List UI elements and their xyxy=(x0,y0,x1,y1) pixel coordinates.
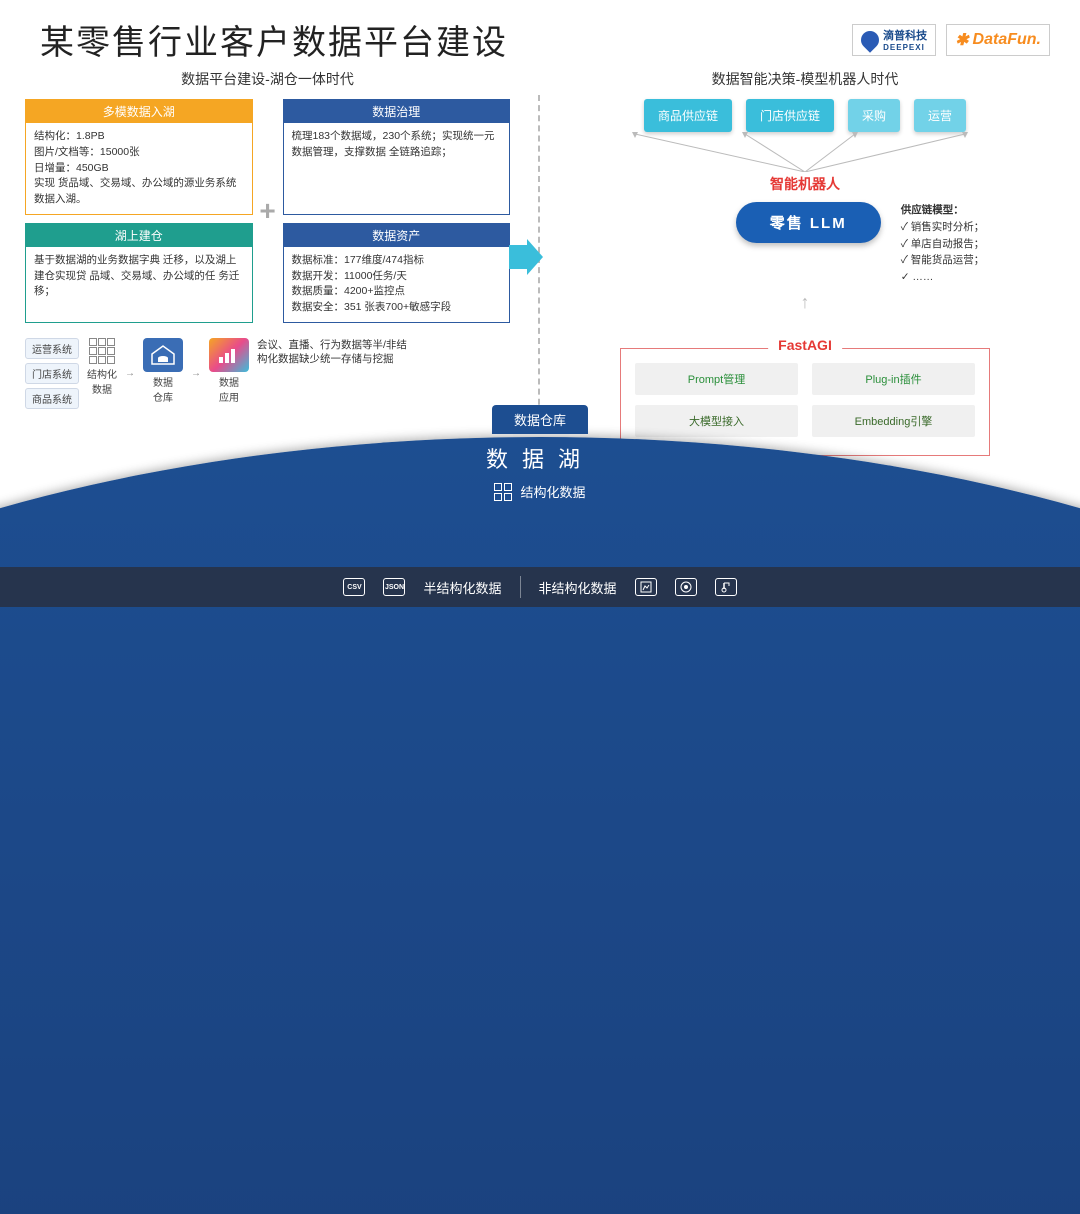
fastagi-box: FastAGI Prompt管理 Plug-in插件 大模型接入 Embeddi… xyxy=(620,348,990,456)
lake-row-struct: 结构化数据 xyxy=(0,482,1080,501)
droplet-icon xyxy=(857,27,882,52)
robot-label: 智能机器人 xyxy=(555,174,1055,194)
box-grid: 多模数据入湖 结构化：1.8PB 图片/文档等：15000张 日增量：450GB… xyxy=(25,99,510,323)
side-list-head: 供应链模型： xyxy=(901,202,985,219)
pill-item: 采购 xyxy=(848,99,900,132)
chart-icon xyxy=(209,338,249,372)
page-title: 某零售行业客户数据平台建设 xyxy=(40,15,852,64)
struct-data-col: 结构化 数据 xyxy=(87,338,117,396)
divider xyxy=(520,576,521,598)
system-item: 商品系统 xyxy=(25,388,79,409)
box-lake-warehouse: 湖上建仓 基于数据湖的业务数据字典 迁移，以及湖上建仓实现贷 品域、交易域、办公… xyxy=(25,223,253,323)
label: 数据 仓库 xyxy=(153,374,173,404)
lake-row-label: 结构化数据 xyxy=(520,482,585,501)
datafun-logo: ✱DataFun. xyxy=(946,24,1050,56)
fastagi-item: Prompt管理 xyxy=(635,363,798,395)
left-section-title: 数据平台建设-湖仓一体时代 xyxy=(25,69,510,89)
box-head: 数据治理 xyxy=(284,100,510,123)
dw-col: 数据 仓库 xyxy=(143,338,183,404)
box-body: 数据标准：177维度/474指标 数据开发：11000任务/天 数据质量：420… xyxy=(284,247,510,322)
left-panel: 数据平台建设-湖仓一体时代 多模数据入湖 结构化：1.8PB 图片/文档等：15… xyxy=(25,69,510,456)
csv-icon: CSV xyxy=(343,578,365,596)
box-head: 湖上建仓 xyxy=(26,224,252,247)
datafun-text: DataFun. xyxy=(973,31,1041,49)
side-list: 供应链模型： ✓ 销售实时分析； ✓ 单店自动报告； ✓ 智能货品运营； ✓ …… xyxy=(901,202,985,286)
side-list-item: ✓ …… xyxy=(901,269,985,286)
fastagi-label: FastAGI xyxy=(768,337,842,353)
pill-item: 门店供应链 xyxy=(746,99,834,132)
right-panel: 数据智能决策-模型机器人时代 商品供应链 门店供应链 采购 运营 智能机器人 零… xyxy=(555,69,1055,456)
box-body: 梳理183个数据域，230个系统；实现统一元数据管理，支撑数据 全链路追踪； xyxy=(284,123,510,193)
warehouse-icon xyxy=(143,338,183,372)
fastagi-item: 大模型接入 xyxy=(635,405,798,437)
image-icon xyxy=(675,578,697,596)
bottom-strip: CSV JSON 半结构化数据 非结构化数据 xyxy=(0,567,1080,607)
fan-lines xyxy=(555,132,1055,172)
arrow-right-icon xyxy=(505,239,545,275)
lake-arc xyxy=(0,437,1080,1214)
icon-note: 会议、直播、行为数据等半/非结构化数据缺少统一存储与挖掘 xyxy=(257,338,407,367)
icon-row: 运营系统 门店系统 商品系统 结构化 数据 → 数据 xyxy=(25,338,510,409)
side-list-item: ✓ 智能货品运营； xyxy=(901,252,985,269)
fastagi-item: Embedding引擎 xyxy=(812,405,975,437)
plus-icon: + xyxy=(259,195,275,227)
box-multi-modal: 多模数据入湖 结构化：1.8PB 图片/文档等：15000张 日增量：450GB… xyxy=(25,99,253,215)
llm-row: 零售 LLM 供应链模型： ✓ 销售实时分析； ✓ 单店自动报告； ✓ 智能货品… xyxy=(555,202,1055,286)
system-item: 运营系统 xyxy=(25,338,79,359)
deepexi-cn: 滴普科技 xyxy=(883,27,927,43)
side-list-item: ✓ 销售实时分析； xyxy=(901,219,985,236)
label: 结构化 数据 xyxy=(87,366,117,396)
system-stack: 运营系统 门店系统 商品系统 xyxy=(25,338,79,409)
logo-row: 滴普科技 DEEPEXI ✱DataFun. xyxy=(852,24,1050,56)
grid-icon xyxy=(89,338,115,364)
system-item: 门店系统 xyxy=(25,363,79,384)
box-assets: 数据资产 数据标准：177维度/474指标 数据开发：11000任务/天 数据质… xyxy=(283,223,511,323)
json-icon: JSON xyxy=(383,578,405,596)
table-icon xyxy=(494,483,512,501)
audio-icon xyxy=(715,578,737,596)
pill-item: 商品供应链 xyxy=(644,99,732,132)
deepexi-en: DEEPEXI xyxy=(883,43,927,52)
right-section-title: 数据智能决策-模型机器人时代 xyxy=(555,69,1055,89)
box-body: 结构化：1.8PB 图片/文档等：15000张 日增量：450GB 实现 货品域… xyxy=(26,123,252,214)
semi-label: 半结构化数据 xyxy=(423,578,501,597)
deepexi-logo: 滴普科技 DEEPEXI xyxy=(852,24,936,56)
side-list-item: ✓ 单店自动报告； xyxy=(901,236,985,253)
llm-oval: 零售 LLM xyxy=(736,202,881,243)
up-arrow-icon: ↑ xyxy=(555,292,1055,313)
box-body: 基于数据湖的业务数据字典 迁移，以及湖上建仓实现贷 品域、交易域、办公域的任 务… xyxy=(26,247,252,317)
unstruct-label: 非结构化数据 xyxy=(539,578,617,597)
label: 数据 应用 xyxy=(219,374,239,404)
app-col: 数据 应用 xyxy=(209,338,249,404)
pill-row: 商品供应链 门店供应链 采购 运营 xyxy=(555,99,1055,132)
box-governance: 数据治理 梳理183个数据域，230个系统；实现统一元数据管理，支撑数据 全链路… xyxy=(283,99,511,215)
doc-icon xyxy=(635,578,657,596)
fastagi-item: Plug-in插件 xyxy=(812,363,975,395)
header: 某零售行业客户数据平台建设 滴普科技 DEEPEXI ✱DataFun. xyxy=(0,0,1080,69)
box-head: 多模数据入湖 xyxy=(26,100,252,123)
pill-item: 运营 xyxy=(914,99,966,132)
box-head: 数据资产 xyxy=(284,224,510,247)
